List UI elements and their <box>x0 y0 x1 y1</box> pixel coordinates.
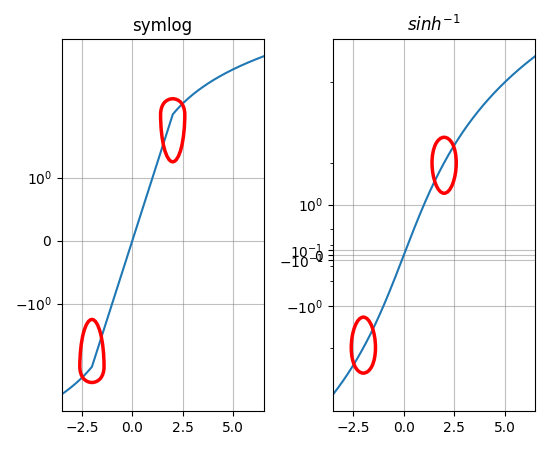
Title: $sinh^{-1}$: $sinh^{-1}$ <box>407 15 461 35</box>
Title: symlog: symlog <box>133 17 192 35</box>
